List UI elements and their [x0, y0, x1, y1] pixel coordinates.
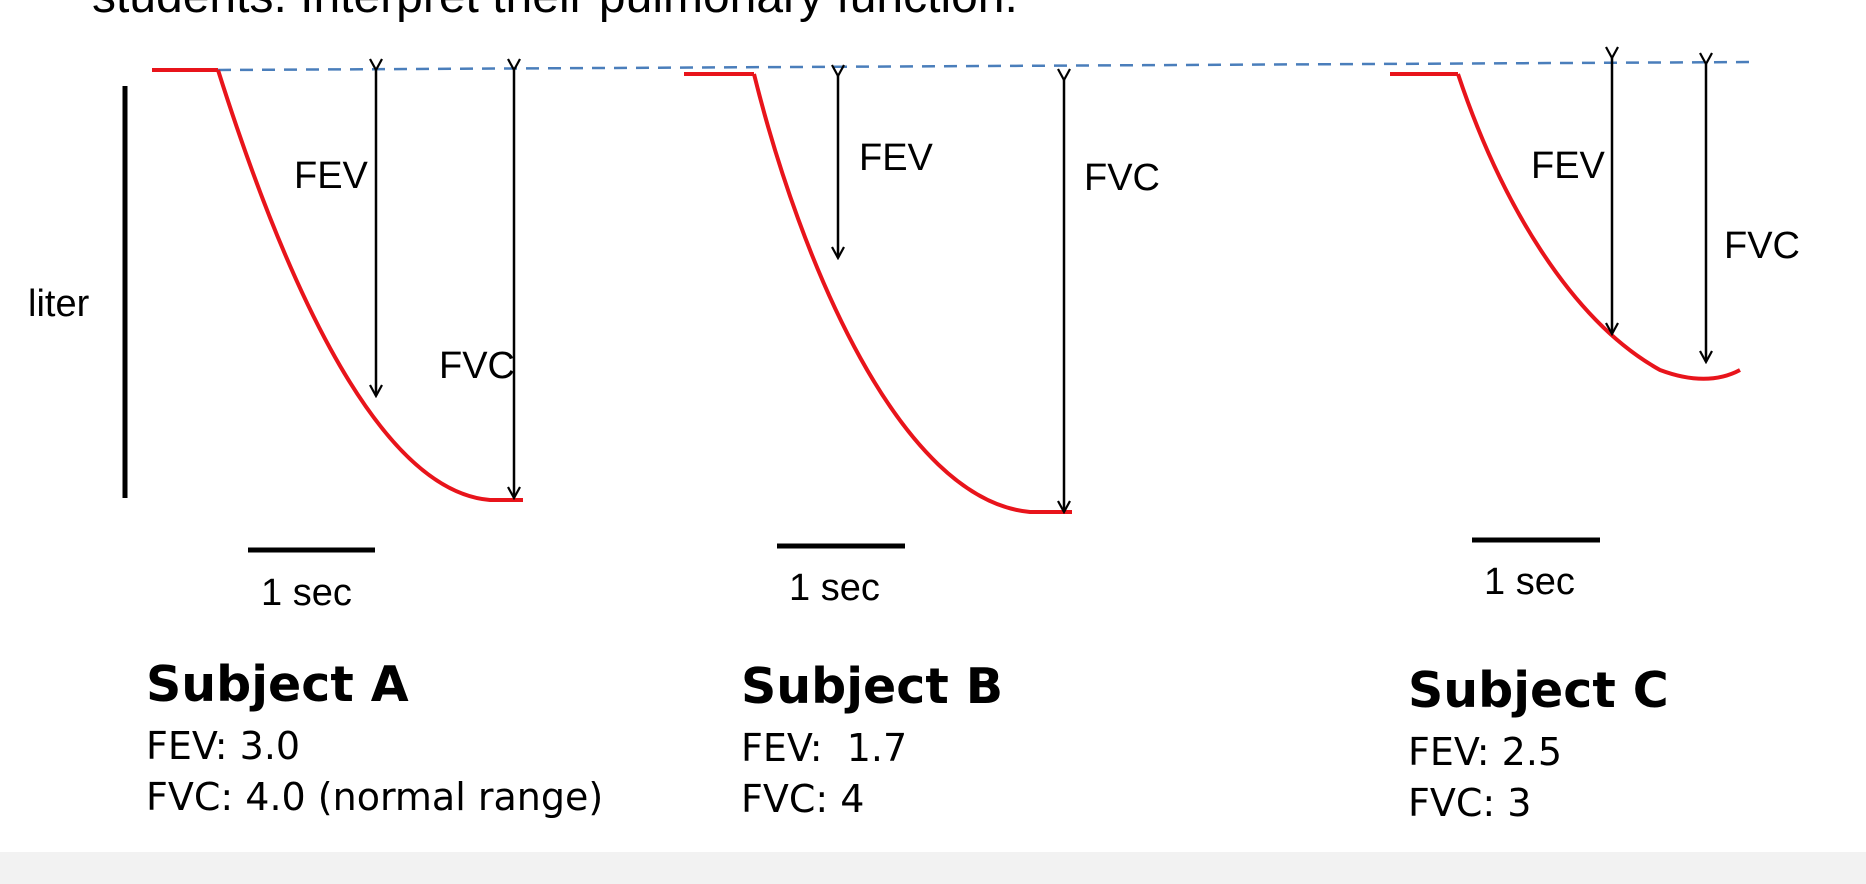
subject-a-time-scale-label: 1 sec: [261, 572, 352, 614]
subject-c-fvc-label: FVC: [1724, 225, 1800, 267]
subject-c-summary: Subject C FEV: 2.5 FVC: 3: [1408, 666, 1669, 830]
subject-b-fvc-value: FVC: 4: [741, 777, 865, 822]
subject-b-title: Subject B: [741, 658, 1004, 715]
subject-b-fev-value: FEV: 1.7: [741, 726, 908, 770]
subject-a-fev-label: FEV: [294, 155, 369, 197]
subject-b-expiration-curve: [752, 73, 1072, 514]
subject-c-fev-label: FEV: [1531, 145, 1606, 187]
subject-c-fvc-value: FVC: 3: [1408, 781, 1532, 826]
subject-a-expiration-curve: [216, 69, 523, 502]
baseline-dashed-line: [217, 60, 1756, 72]
subject-a-fev-value: FEV: 3.0: [146, 724, 301, 768]
bottom-strip: [0, 852, 1866, 884]
subject-c-spirogram: FEV FVC 1 sec: [1390, 58, 1800, 603]
subject-b-fvc-label: FVC: [1084, 157, 1160, 199]
subject-b-time-scale-label: 1 sec: [789, 567, 880, 609]
subject-c-fev-value: FEV: 2.5: [1408, 730, 1563, 774]
subject-c-title: Subject C: [1408, 662, 1669, 719]
subject-a-fvc-value: FVC: 4.0 (normal range): [146, 775, 604, 820]
subject-a-fvc-label: FVC: [439, 345, 515, 387]
subject-b-fev-label: FEV: [859, 137, 934, 179]
subject-a-title: Subject A: [146, 656, 409, 713]
subject-c-expiration-curve: [1456, 73, 1741, 381]
subject-b-summary: Subject B FEV: 1.7 FVC: 4: [741, 662, 1003, 826]
subject-c-time-scale-label: 1 sec: [1484, 561, 1575, 603]
slide-heading: students. Interpret their pulmonary func…: [92, 0, 1018, 23]
subject-a-spirogram: FEV FVC 1 sec: [152, 70, 523, 614]
y-axis-label: liter: [28, 283, 90, 325]
subject-a-summary: Subject A FEV: 3.0 FVC: 4.0 (normal rang…: [146, 660, 603, 824]
subject-b-spirogram: FEV FVC 1 sec: [684, 74, 1160, 609]
